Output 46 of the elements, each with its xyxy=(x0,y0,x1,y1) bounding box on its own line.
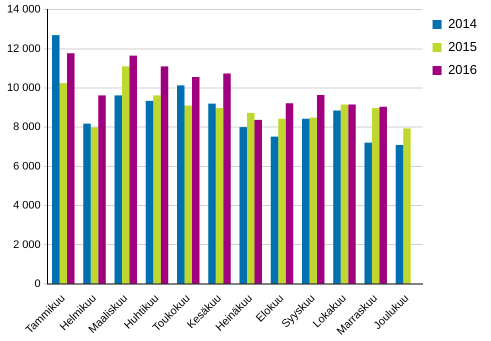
bar xyxy=(254,120,262,284)
bar xyxy=(90,128,98,284)
bar xyxy=(67,53,75,284)
bar xyxy=(98,95,106,284)
bar xyxy=(192,77,200,284)
y-tick-label: 4 000 xyxy=(13,200,41,212)
legend-label: 2016 xyxy=(448,62,477,78)
bar xyxy=(372,108,380,284)
bar xyxy=(52,35,60,284)
bar xyxy=(302,118,310,284)
bar xyxy=(340,104,348,284)
y-tick-label: 12 000 xyxy=(6,42,41,55)
bar xyxy=(348,104,356,284)
bar xyxy=(153,95,161,284)
bar xyxy=(333,110,341,284)
bar xyxy=(286,103,294,284)
bar xyxy=(396,145,404,284)
legend-label: 2015 xyxy=(448,39,477,54)
bar xyxy=(316,95,324,284)
y-tick-label: 2 000 xyxy=(13,238,41,251)
bar xyxy=(208,104,216,284)
bar xyxy=(239,127,247,284)
bar xyxy=(146,100,154,284)
bar xyxy=(270,136,278,284)
bar xyxy=(184,106,192,284)
y-tick-label: 14 000 xyxy=(6,4,41,16)
bar xyxy=(216,108,224,284)
bar xyxy=(379,106,387,284)
y-tick-label: 10 000 xyxy=(6,82,41,94)
bar xyxy=(223,73,231,284)
bar xyxy=(177,85,184,284)
bar xyxy=(122,66,130,284)
bar xyxy=(278,118,286,284)
bar xyxy=(160,66,168,284)
bar xyxy=(130,56,138,284)
bar xyxy=(246,112,254,284)
bar xyxy=(60,83,68,284)
bar xyxy=(364,142,372,284)
bar xyxy=(403,128,411,284)
legend-label: 2014 xyxy=(448,16,477,32)
y-tick-label: 8 000 xyxy=(13,121,41,134)
bar xyxy=(83,124,91,284)
bar xyxy=(309,118,317,284)
y-tick-label: 6 000 xyxy=(13,160,41,172)
bar xyxy=(114,95,122,284)
y-tick-label: 0 xyxy=(34,278,41,290)
